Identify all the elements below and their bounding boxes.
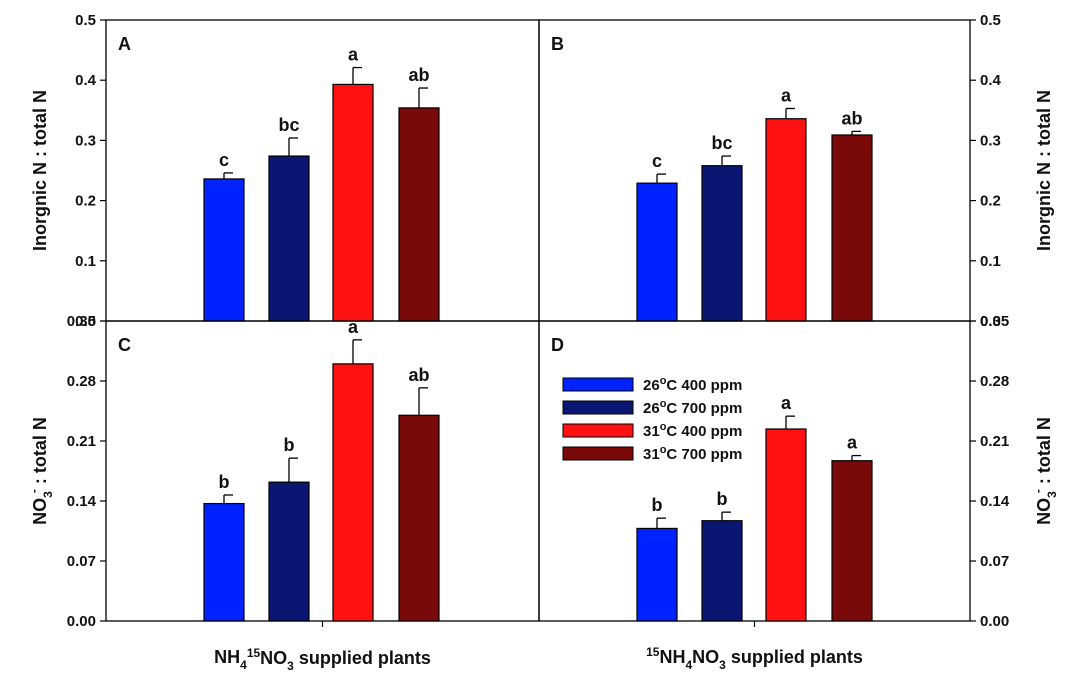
y-tick-label: 0.28 — [67, 373, 96, 390]
legend-swatch — [562, 377, 634, 392]
panel-frame — [538, 320, 971, 622]
significance-label: c — [219, 150, 229, 170]
bar — [268, 155, 310, 322]
significance-label: a — [781, 393, 792, 413]
significance-label: ab — [408, 365, 429, 385]
y-tick-label: 0.4 — [75, 72, 97, 89]
bar — [831, 460, 873, 622]
y-tick-label: 0.14 — [980, 493, 1010, 510]
panel-d: 0.00 0.07 0.14 0.21 0.28 0.35 Db b a a NO3- : tota… — [538, 313, 1059, 630]
y-tick-label: 0.14 — [67, 493, 97, 510]
y-tick-label: 0.28 — [980, 373, 1009, 390]
significance-label: ab — [841, 108, 862, 128]
legend-swatch — [562, 446, 634, 461]
legend-label: 26oC 400 ppm — [643, 375, 742, 394]
panel-frame — [538, 19, 971, 322]
legend: 26oC 400 ppm 26oC 700 ppm 31oC 400 ppm 31oC… — [562, 375, 742, 463]
bar — [332, 363, 374, 622]
bar — [765, 428, 807, 622]
y-tick-label: 0.21 — [67, 433, 96, 450]
panel-label: C — [118, 335, 131, 355]
y-tick-label: 0.3 — [75, 132, 96, 149]
y-tick-label: 0.4 — [980, 72, 1002, 89]
bar — [831, 134, 873, 322]
bar — [398, 107, 440, 322]
x-axis-title: 15NH4NO3 supplied plants — [646, 645, 863, 672]
panel-frame — [105, 320, 540, 622]
significance-label: b — [219, 472, 230, 492]
significance-label: ab — [408, 65, 429, 85]
y-tick-label: 0.35 — [980, 313, 1009, 330]
y-tick-label: 0.5 — [980, 12, 1001, 29]
y-tick-label: 0.3 — [980, 132, 1001, 149]
panel-c: 0.00 0.07 0.14 0.21 0.28 0.35 Cb b a ab NO3- : tot… — [27, 313, 540, 630]
y-tick-label: 0.1 — [75, 253, 96, 270]
legend-label: 31oC 700 ppm — [643, 444, 742, 463]
y-tick-label: 0.00 — [67, 613, 96, 630]
panel-label: B — [551, 34, 564, 54]
bar — [765, 118, 807, 322]
significance-label: a — [348, 45, 359, 65]
y-axis-title: Inorgnic N : total N — [30, 90, 50, 251]
bar — [636, 527, 678, 622]
y-tick-label: 0.21 — [980, 433, 1009, 450]
bar — [636, 182, 678, 322]
y-tick-label: 0.2 — [980, 193, 1001, 210]
y-tick-label: 0.0 — [75, 313, 96, 330]
x-axis-title: NH415NO3 supplied plants — [214, 646, 431, 673]
bar — [701, 165, 743, 322]
significance-label: a — [348, 317, 359, 337]
y-tick-label: 0.07 — [67, 553, 96, 570]
bar — [203, 178, 245, 322]
significance-label: bc — [278, 115, 299, 135]
bar — [332, 83, 374, 322]
panel-frame — [105, 19, 540, 322]
y-tick-label: 0.07 — [980, 553, 1009, 570]
significance-label: c — [652, 151, 662, 171]
bar — [203, 502, 245, 622]
bar — [398, 414, 440, 622]
significance-label: b — [284, 435, 295, 455]
panel-label: D — [551, 335, 564, 355]
significance-label: a — [847, 433, 858, 453]
legend-label: 31oC 400 ppm — [643, 421, 742, 440]
legend-swatch — [562, 400, 634, 415]
y-axis-title: NO3- : total N — [1031, 417, 1059, 525]
y-tick-label: 0.2 — [75, 193, 96, 210]
significance-label: a — [781, 85, 792, 105]
bar — [701, 520, 743, 622]
y-tick-label: 0.0 — [980, 313, 1001, 330]
legend-label: 26oC 700 ppm — [643, 398, 742, 417]
y-tick-label: 0.35 — [67, 313, 96, 330]
y-axis-title: NO3- : total N — [27, 417, 55, 525]
bar — [268, 481, 310, 622]
y-axis-title: Inorgnic N : total N — [1034, 90, 1054, 251]
panel-b: 0.0 0.1 0.2 0.3 0.4 0.5 Bc bc a ab Inorgnic N : to… — [538, 12, 1054, 330]
significance-label: bc — [711, 133, 732, 153]
y-tick-label: 0.1 — [980, 253, 1001, 270]
legend-swatch — [562, 423, 634, 438]
significance-label: b — [717, 489, 728, 509]
panel-a: 0.0 0.1 0.2 0.3 0.4 0.5 Ac bc a ab Inorgnic N : to… — [30, 12, 540, 330]
y-tick-label: 0.5 — [75, 12, 96, 29]
panel-label: A — [118, 34, 131, 54]
significance-label: b — [652, 495, 663, 515]
y-tick-label: 0.00 — [980, 613, 1009, 630]
